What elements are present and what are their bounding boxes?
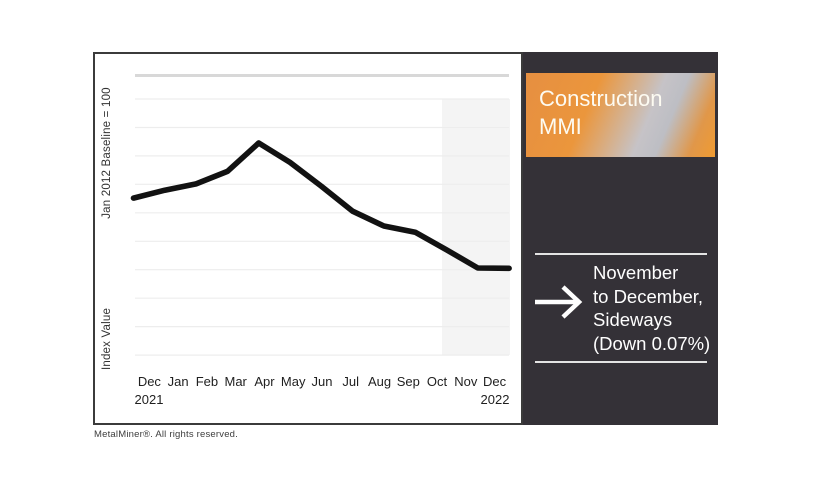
x-axis-label: Nov [454, 374, 478, 389]
x-axis-label: Dec [483, 374, 507, 389]
x-axis-label: Aug [367, 374, 392, 389]
panel-title-banner: Construction MMI [526, 73, 715, 157]
trend-line: (Down 0.07%) [593, 332, 711, 354]
trend-line: Sideways [593, 309, 673, 330]
x-axis-year-start: 2021 [134, 392, 164, 407]
trend-line: to December, [593, 285, 704, 307]
x-axis-label: Mar [224, 374, 247, 389]
divider-bottom [535, 361, 707, 363]
panel-title-line1: Construction [539, 86, 663, 111]
trend-line: November [593, 262, 679, 283]
divider-top [535, 253, 707, 255]
x-axis-year-end: 2022 [480, 392, 510, 407]
x-axis-label: Oct [426, 374, 448, 389]
x-axis-labels: Dec Jan Feb Mar Apr May Jun Jul Aug Sep Oct Nov Dec [135, 374, 509, 389]
mmi-line-chart [130, 74, 512, 356]
panel-title-line2: MMI [539, 114, 582, 139]
x-axis-label: Dec [137, 374, 161, 389]
x-axis-label: Jan [167, 374, 189, 389]
x-axis-label: May [280, 374, 306, 389]
x-axis-label: Sep [396, 374, 420, 389]
chart-panel: Jan 2012 Baseline = 100 Index Value Dec J… [93, 52, 523, 425]
x-axis-label: Apr [254, 374, 275, 389]
x-axis-label: Jun [311, 374, 333, 389]
y-axis-index-label: Index Value [101, 307, 113, 371]
y-axis-baseline-label: Jan 2012 Baseline = 100 [101, 87, 113, 219]
copyright-notice: MetalMiner®. All rights reserved. [94, 429, 239, 440]
x-axis-label: Feb [195, 374, 219, 389]
recent-months-highlight-band [442, 99, 510, 355]
mmi-trend-line [130, 140, 512, 272]
x-axis-label: Jul [342, 374, 360, 389]
trend-summary: November to December, Sideways (Down 0.0… [593, 261, 710, 355]
info-panel: Construction MMI November to December, S… [523, 52, 718, 425]
sideways-arrow-icon [535, 285, 583, 319]
